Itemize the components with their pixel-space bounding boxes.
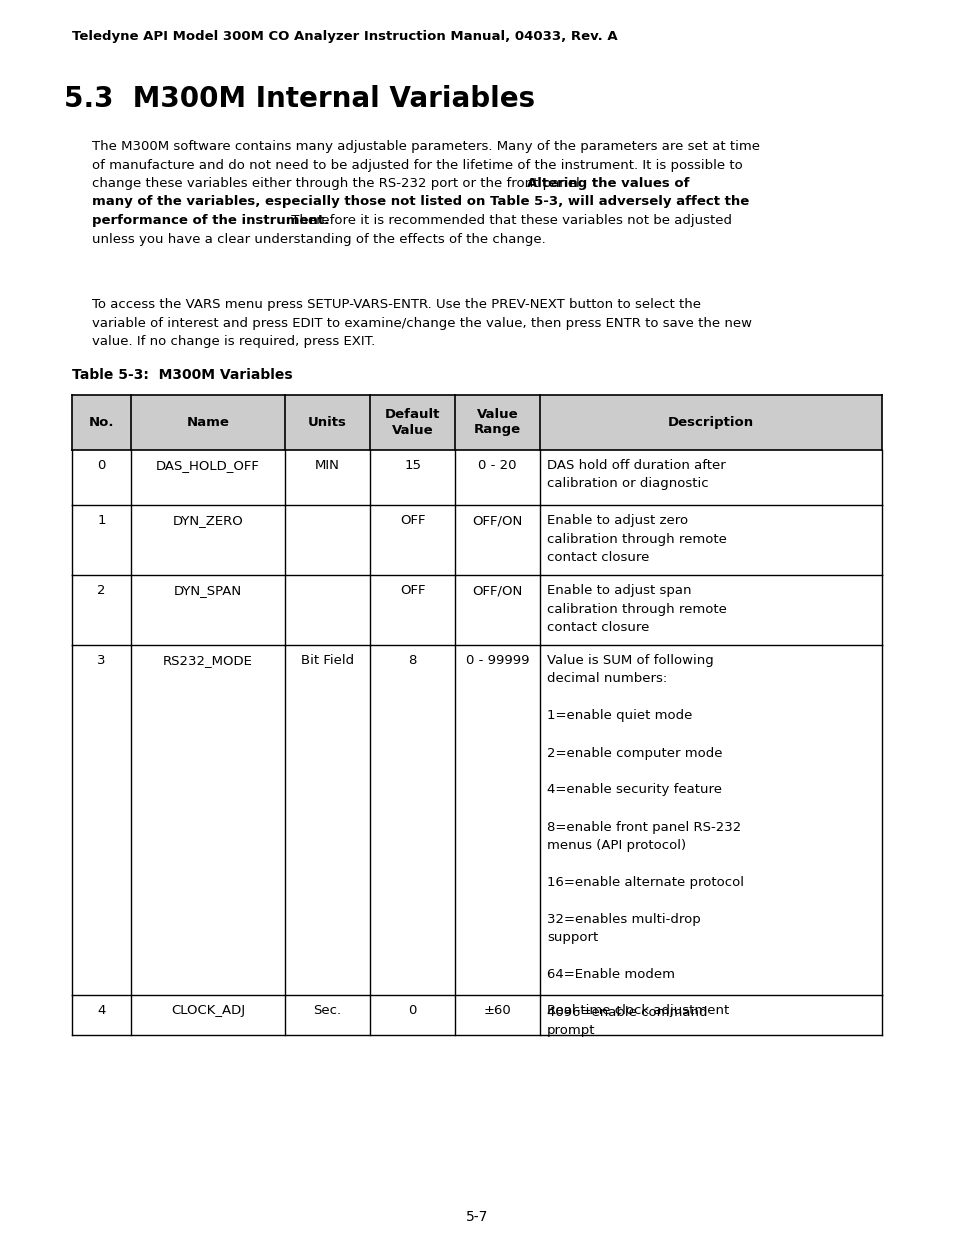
Text: Therefore it is recommended that these variables not be adjusted: Therefore it is recommended that these v… — [287, 214, 731, 227]
Text: Default
Value: Default Value — [384, 409, 440, 436]
Text: MIN: MIN — [314, 459, 339, 472]
Text: No.: No. — [89, 416, 114, 429]
Text: 8: 8 — [408, 655, 416, 667]
Text: OFF/ON: OFF/ON — [472, 514, 522, 527]
Text: 0: 0 — [408, 1004, 416, 1016]
Text: DAS hold off duration after
calibration or diagnostic: DAS hold off duration after calibration … — [547, 459, 725, 490]
Text: ±60: ±60 — [483, 1004, 511, 1016]
Text: The M300M software contains many adjustable parameters. Many of the parameters a: The M300M software contains many adjusta… — [91, 140, 760, 153]
Text: Table 5-3:  M300M Variables: Table 5-3: M300M Variables — [71, 368, 293, 382]
Text: Value is SUM of following
decimal numbers:

1=enable quiet mode

2=enable comput: Value is SUM of following decimal number… — [547, 655, 743, 1037]
Text: DAS_HOLD_OFF: DAS_HOLD_OFF — [156, 459, 260, 472]
Text: OFF: OFF — [399, 514, 425, 527]
Text: Bit Field: Bit Field — [301, 655, 354, 667]
Text: many of the variables, especially those not listed on Table 5-3, will adversely : many of the variables, especially those … — [91, 195, 748, 209]
Text: CLOCK_ADJ: CLOCK_ADJ — [171, 1004, 245, 1016]
Text: Units: Units — [308, 416, 347, 429]
Text: 4: 4 — [97, 1004, 106, 1016]
Text: performance of the instrument.: performance of the instrument. — [91, 214, 329, 227]
Text: OFF: OFF — [399, 584, 425, 597]
Text: Sec.: Sec. — [314, 1004, 341, 1016]
Text: value. If no change is required, press EXIT.: value. If no change is required, press E… — [91, 335, 375, 348]
Text: DYN_ZERO: DYN_ZERO — [172, 514, 243, 527]
Text: Enable to adjust span
calibration through remote
contact closure: Enable to adjust span calibration throug… — [547, 584, 726, 634]
Text: 5-7: 5-7 — [465, 1210, 488, 1224]
Text: 0: 0 — [97, 459, 106, 472]
Text: 3: 3 — [97, 655, 106, 667]
Text: Name: Name — [187, 416, 230, 429]
Text: variable of interest and press EDIT to examine/change the value, then press ENTR: variable of interest and press EDIT to e… — [91, 316, 751, 330]
Text: 5.3  M300M Internal Variables: 5.3 M300M Internal Variables — [64, 85, 535, 112]
Text: change these variables either through the RS-232 port or the front panel.: change these variables either through th… — [91, 177, 587, 190]
Text: 0 - 99999: 0 - 99999 — [465, 655, 529, 667]
Text: RS232_MODE: RS232_MODE — [163, 655, 253, 667]
Text: Description: Description — [667, 416, 754, 429]
Bar — [71, 395, 882, 450]
Text: To access the VARS menu press SETUP-VARS-ENTR. Use the PREV-NEXT button to selec: To access the VARS menu press SETUP-VARS… — [91, 298, 700, 311]
Text: Altering the values of: Altering the values of — [526, 177, 689, 190]
Text: 15: 15 — [404, 459, 420, 472]
Text: 0 - 20: 0 - 20 — [477, 459, 517, 472]
Text: unless you have a clear understanding of the effects of the change.: unless you have a clear understanding of… — [91, 232, 545, 246]
Text: of manufacture and do not need to be adjusted for the lifetime of the instrument: of manufacture and do not need to be adj… — [91, 158, 742, 172]
Text: Value
Range: Value Range — [474, 409, 520, 436]
Text: DYN_SPAN: DYN_SPAN — [173, 584, 242, 597]
Text: OFF/ON: OFF/ON — [472, 584, 522, 597]
Text: Real-time clock adjustment: Real-time clock adjustment — [547, 1004, 729, 1016]
Text: 1: 1 — [97, 514, 106, 527]
Text: Enable to adjust zero
calibration through remote
contact closure: Enable to adjust zero calibration throug… — [547, 514, 726, 564]
Text: 2: 2 — [97, 584, 106, 597]
Text: Teledyne API Model 300M CO Analyzer Instruction Manual, 04033, Rev. A: Teledyne API Model 300M CO Analyzer Inst… — [71, 30, 617, 43]
